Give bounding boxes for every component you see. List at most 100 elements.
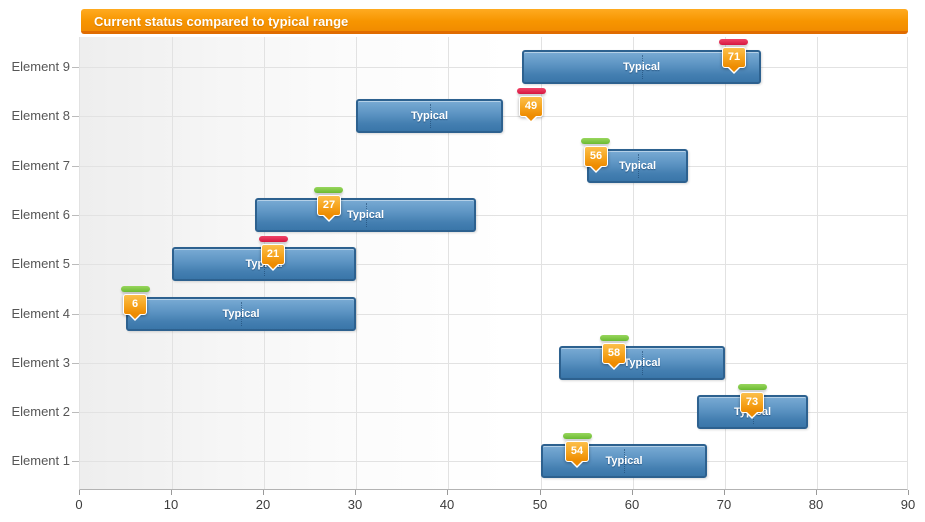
gridline-vertical	[816, 37, 818, 489]
badge-pointer-icon	[268, 264, 278, 269]
typical-range-bar[interactable]: Typical	[126, 297, 356, 331]
plot-area: Typical 71 Typical 49 Typical 56 Typical 27 Typi…	[79, 37, 908, 490]
y-axis-tick	[72, 215, 79, 216]
y-axis-label: Element 2	[11, 404, 70, 419]
chart-title: Current status compared to typical range	[94, 14, 349, 29]
x-axis-tick	[263, 490, 264, 495]
status-tick-green	[738, 384, 767, 390]
x-axis-label: 20	[255, 497, 271, 512]
median-dotted-line	[624, 449, 625, 473]
y-axis-tick	[72, 412, 79, 413]
gridline-vertical	[540, 37, 542, 489]
y-axis-tick	[72, 363, 79, 364]
typical-label: Typical	[623, 357, 661, 369]
gridline-vertical	[356, 37, 358, 489]
status-tick-green	[563, 433, 592, 439]
x-axis-tick	[816, 490, 817, 495]
y-axis-label: Element 6	[11, 207, 70, 222]
gridline-horizontal	[80, 215, 907, 216]
status-tick-green	[581, 138, 610, 144]
median-dotted-line	[429, 104, 431, 128]
y-axis-label: Element 8	[11, 108, 70, 123]
x-axis-tick	[540, 490, 541, 495]
typical-label: Typical	[618, 160, 657, 172]
typical-range-bar[interactable]: Typical	[356, 99, 503, 133]
badge-pointer-icon	[572, 461, 582, 466]
x-axis-tick	[632, 490, 633, 495]
typical-range-bar[interactable]: Typical	[522, 50, 761, 84]
badge-pointer-icon	[130, 314, 140, 319]
median-dotted-line	[365, 203, 367, 227]
y-axis-label: Element 4	[11, 306, 70, 321]
current-value-badge[interactable]: 73	[740, 392, 764, 413]
x-axis-tick	[908, 490, 909, 495]
gridline-vertical	[724, 37, 726, 489]
y-axis-label: Element 9	[11, 59, 70, 74]
current-value-badge[interactable]: 58	[602, 343, 626, 364]
y-axis-label: Element 7	[11, 158, 70, 173]
current-value-badge[interactable]: 56	[584, 146, 608, 167]
gridline-horizontal	[80, 264, 907, 265]
current-value-badge[interactable]: 21	[261, 244, 285, 265]
status-tick-red	[719, 39, 748, 45]
gridline-vertical	[632, 37, 634, 489]
gridline-horizontal	[80, 166, 907, 167]
y-axis-tick	[72, 314, 79, 315]
x-axis-tick	[355, 490, 356, 495]
status-tick-green	[314, 187, 343, 193]
median-dotted-line	[642, 351, 643, 375]
typical-label: Typical	[346, 209, 385, 221]
badge-pointer-icon	[324, 215, 334, 220]
status-tick-green	[121, 286, 150, 292]
gridline-horizontal	[80, 461, 907, 462]
typical-range-bar[interactable]: Typical	[559, 346, 725, 380]
y-axis-tick	[72, 166, 79, 167]
y-axis-tick	[72, 67, 79, 68]
badge-pointer-icon	[591, 166, 601, 171]
x-axis-label: 80	[808, 497, 824, 512]
badge-pointer-icon	[747, 412, 757, 417]
x-axis-label: 40	[439, 497, 455, 512]
x-axis-label: 30	[347, 497, 363, 512]
x-axis-label: 90	[900, 497, 916, 512]
median-dotted-line	[637, 154, 639, 178]
current-value-badge[interactable]: 6	[123, 294, 147, 315]
x-axis-tick	[447, 490, 448, 495]
current-value-badge[interactable]: 54	[565, 441, 589, 462]
gridline-horizontal	[80, 412, 907, 413]
badge-pointer-icon	[729, 67, 739, 72]
y-axis-tick	[72, 116, 79, 117]
current-value-badge[interactable]: 71	[722, 47, 746, 68]
badge-pointer-icon	[609, 363, 619, 368]
gridline-horizontal	[80, 67, 907, 68]
status-tick-green	[600, 335, 629, 341]
y-axis-label: Element 1	[11, 453, 70, 468]
typical-label: Typical	[410, 110, 449, 122]
y-axis-tick	[72, 461, 79, 462]
status-tick-red	[259, 236, 288, 242]
current-value-badge[interactable]: 49	[519, 96, 543, 117]
badge-pointer-icon	[526, 116, 536, 121]
x-axis-tick	[171, 490, 172, 495]
gridline-horizontal	[80, 363, 907, 364]
typical-label: Typical	[622, 61, 661, 73]
x-axis-label: 60	[624, 497, 640, 512]
y-axis-label: Element 3	[11, 355, 70, 370]
x-axis-label: 10	[163, 497, 179, 512]
x-axis-label: 0	[75, 497, 83, 512]
status-tick-red	[517, 88, 546, 94]
x-axis-label: 50	[532, 497, 548, 512]
median-dotted-line	[241, 302, 242, 326]
median-dotted-line	[641, 55, 643, 79]
typical-range-bar[interactable]: Typical	[255, 198, 476, 232]
x-axis-label: 70	[716, 497, 732, 512]
y-axis-label: Element 5	[11, 256, 70, 271]
gridline-horizontal	[80, 314, 907, 315]
chart-title-bar: Current status compared to typical range	[81, 9, 908, 34]
typical-label: Typical	[222, 308, 260, 320]
typical-label: Typical	[605, 455, 643, 467]
gridline-vertical	[448, 37, 450, 489]
current-value-badge[interactable]: 27	[317, 195, 341, 216]
x-axis-tick	[724, 490, 725, 495]
